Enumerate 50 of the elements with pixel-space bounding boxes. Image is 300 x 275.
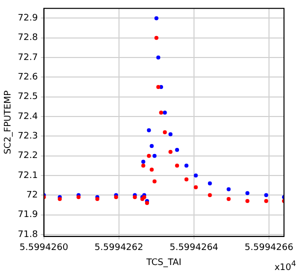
y-tick-label: 71.9 [18, 210, 38, 220]
x-axis-title: TCS_TAI [145, 258, 182, 268]
point [159, 110, 164, 115]
point [226, 187, 231, 192]
point [184, 164, 188, 168]
point [150, 144, 154, 148]
point [175, 148, 180, 152]
point [175, 164, 180, 168]
x-tick-label: 5.5994266 [244, 243, 294, 254]
x-tick-label: 5.5994262 [94, 243, 144, 254]
point [156, 85, 160, 90]
point [168, 132, 172, 136]
y-tick-label: 72 [26, 190, 38, 200]
y-tick-label: 71.8 [18, 230, 38, 240]
y-axis-title: SC2_FPUTEMP [4, 90, 14, 154]
point [162, 110, 167, 115]
point [208, 181, 212, 186]
y-tick-label: 72.7 [18, 52, 38, 63]
point [154, 16, 158, 20]
point [152, 154, 157, 158]
y-tick-label: 72.5 [18, 92, 38, 102]
x-tick-label: 5.5994264 [170, 243, 219, 254]
point [208, 193, 212, 198]
point [184, 177, 188, 182]
y-tick-label: 72.1 [18, 170, 38, 181]
point [264, 193, 268, 198]
point [168, 150, 172, 154]
y-tick-label: 72.2 [18, 151, 38, 162]
point [245, 191, 250, 196]
y-tick-label: 72.8 [18, 33, 38, 44]
y-tick-label: 72.3 [18, 132, 38, 142]
point [154, 36, 158, 40]
point [194, 173, 198, 178]
x-tick-label: 5.5994260 [20, 243, 68, 254]
point [245, 199, 250, 204]
point [162, 130, 167, 134]
point [146, 154, 151, 158]
point [146, 128, 151, 132]
text: x10$^{4}$ [274, 259, 296, 273]
point [264, 199, 268, 204]
point [194, 185, 198, 190]
point [150, 168, 154, 172]
point [141, 160, 146, 164]
y-tick-label: 72.9 [18, 14, 38, 24]
point [156, 56, 160, 60]
y-tick-label: 72.6 [18, 72, 38, 83]
point [141, 164, 146, 168]
y-tick-label: 72.4 [18, 112, 38, 122]
point [152, 179, 157, 184]
point [226, 197, 231, 202]
